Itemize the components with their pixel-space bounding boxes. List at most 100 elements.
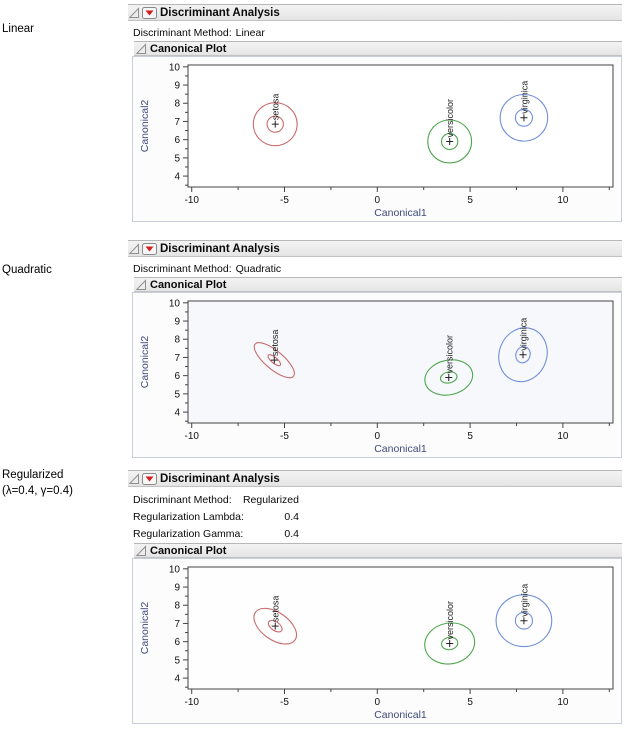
outline-header-canonical-plot[interactable]: Canonical Plot — [134, 41, 622, 56]
canonical-plot[interactable]: -10 -5 0 5 10 4 5 6 7 8 9 10 Canonical1 Canonical2 set… — [133, 57, 621, 221]
method-info-row: Regularization Gamma: 0.4 — [133, 526, 299, 543]
y-tick-label: 5 — [174, 153, 180, 164]
x-tick-label: 0 — [375, 195, 381, 206]
y-tick-label: 6 — [174, 637, 180, 648]
y-tick-label: 10 — [169, 564, 181, 575]
group-label-virginica: virginica — [519, 584, 529, 617]
outline-title: Canonical Plot — [150, 42, 227, 55]
group-mean-marker-versicolor — [445, 373, 453, 381]
x-tick-label: -5 — [280, 195, 289, 206]
group-outer-ellipse-virginica — [499, 93, 549, 142]
red-triangle-menu-button[interactable] — [142, 472, 157, 485]
outline-header-discriminant-analysis[interactable]: Discriminant Analysis — [128, 4, 622, 21]
method-info: Discriminant Method: Quadratic — [133, 262, 622, 277]
y-tick-label: 7 — [174, 353, 180, 364]
group-outer-ellipse-versicolor — [427, 119, 473, 164]
group-mean-marker-setosa — [271, 120, 279, 128]
gamma-value: 0.4 — [284, 528, 299, 540]
disclosure-triangle-icon[interactable] — [136, 544, 147, 557]
x-tick-label: -10 — [184, 697, 199, 708]
group-label-versicolor: versicolor — [444, 335, 454, 374]
annotation-text: Quadratic — [2, 264, 52, 276]
method-value: Linear — [235, 27, 265, 39]
group-inner-ellipse-setosa — [267, 619, 283, 633]
discriminant-analysis-panel-regularized: Discriminant Analysis Discriminant Metho… — [128, 470, 622, 724]
method-info-row: Regularization Lambda: 0.4 — [133, 509, 299, 526]
x-tick-label: -5 — [280, 431, 289, 442]
group-outer-ellipse-virginica — [498, 327, 548, 383]
y-tick-label: 10 — [169, 298, 181, 309]
discriminant-analysis-panel-quadratic: Discriminant Analysis Discriminant Metho… — [128, 240, 622, 458]
y-axis-title: Canonical2 — [139, 336, 151, 389]
annotation-linear: Linear — [2, 21, 34, 37]
outline-header-canonical-plot[interactable]: Canonical Plot — [134, 277, 622, 292]
x-tick-label: 0 — [375, 697, 381, 708]
x-tick-label: -10 — [184, 431, 199, 442]
method-label: Discriminant Method: — [133, 27, 232, 39]
y-tick-label: 6 — [174, 371, 180, 382]
y-tick-label: 8 — [174, 99, 180, 110]
group-label-setosa: setosa — [271, 94, 281, 121]
outline-header-discriminant-analysis[interactable]: Discriminant Analysis — [128, 240, 622, 257]
y-tick-label: 10 — [169, 62, 181, 73]
gamma-label: Regularization Gamma: — [133, 528, 244, 540]
group-inner-ellipse-setosa — [266, 115, 284, 133]
method-label: Discriminant Method: — [133, 263, 232, 275]
method-value: Regularized — [242, 494, 299, 506]
red-triangle-menu-button[interactable] — [142, 6, 157, 19]
x-tick-label: 0 — [375, 431, 381, 442]
y-tick-label: 6 — [174, 135, 180, 146]
x-tick-label: 10 — [557, 697, 569, 708]
y-axis-title: Canonical2 — [139, 100, 151, 153]
group-inner-ellipse-virginica — [514, 108, 534, 127]
annotation-quadratic: Quadratic — [2, 262, 52, 278]
disclosure-triangle-icon[interactable] — [136, 42, 147, 55]
x-tick-label: 5 — [467, 195, 473, 206]
canonical-plot[interactable]: -10 -5 0 5 10 4 5 6 7 8 9 10 Canonical1 Canonical2 set… — [133, 293, 621, 457]
x-tick-label: 5 — [467, 697, 473, 708]
x-tick-label: 5 — [467, 431, 473, 442]
y-tick-label: 7 — [174, 117, 180, 128]
canonical-plot-box: -10 -5 0 5 10 4 5 6 7 8 9 10 Canonical1 Canonical2 set… — [132, 56, 622, 222]
y-tick-label: 4 — [174, 172, 180, 183]
method-label: Discriminant Method: — [133, 494, 232, 506]
y-tick-label: 9 — [174, 81, 180, 92]
plot-frame — [187, 566, 614, 690]
red-triangle-menu-button[interactable] — [142, 242, 157, 255]
annotation-text: Regularized — [2, 469, 64, 481]
x-axis-title: Canonical1 — [374, 443, 427, 455]
x-tick-label: 10 — [557, 195, 569, 206]
canonical-plot-box: -10 -5 0 5 10 4 5 6 7 8 9 10 Canonical1 Canonical2 set… — [132, 292, 622, 458]
outline-title: Discriminant Analysis — [160, 6, 280, 19]
group-label-versicolor: versicolor — [445, 99, 455, 138]
group-outer-ellipse-virginica — [495, 594, 553, 648]
outline-title: Canonical Plot — [150, 544, 227, 557]
method-info-row: Discriminant Method: Quadratic — [133, 262, 622, 277]
group-label-setosa: setosa — [270, 330, 280, 357]
outline-header-canonical-plot[interactable]: Canonical Plot — [134, 543, 622, 558]
y-axis-title: Canonical2 — [139, 602, 151, 655]
y-tick-label: 8 — [174, 335, 180, 346]
group-inner-ellipse-virginica — [515, 346, 531, 364]
lambda-value: 0.4 — [284, 511, 299, 523]
x-axis-title: Canonical1 — [374, 207, 427, 219]
disclosure-triangle-icon[interactable] — [136, 278, 147, 291]
method-value: Quadratic — [235, 263, 282, 275]
disclosure-triangle-icon[interactable] — [129, 242, 140, 255]
annotation-text: Linear — [2, 23, 34, 35]
x-tick-label: -10 — [184, 195, 199, 206]
outline-title: Canonical Plot — [150, 278, 227, 291]
group-outer-ellipse-versicolor — [424, 622, 476, 665]
outline-header-discriminant-analysis[interactable]: Discriminant Analysis — [128, 470, 622, 487]
method-info-row: Discriminant Method: Linear — [133, 26, 622, 41]
disclosure-triangle-icon[interactable] — [129, 6, 140, 19]
disclosure-triangle-icon[interactable] — [129, 472, 140, 485]
group-inner-ellipse-virginica — [514, 611, 534, 630]
annotation-regularized: Regularized (λ=0.4, γ=0.4) — [2, 467, 73, 499]
group-label-versicolor: versicolor — [445, 601, 455, 640]
group-outer-ellipse-setosa — [252, 102, 298, 147]
y-tick-label: 5 — [174, 389, 180, 400]
y-tick-label: 8 — [174, 601, 180, 612]
canonical-plot[interactable]: -10 -5 0 5 10 4 5 6 7 8 9 10 Canonical1 Canonical2 set… — [133, 559, 621, 723]
